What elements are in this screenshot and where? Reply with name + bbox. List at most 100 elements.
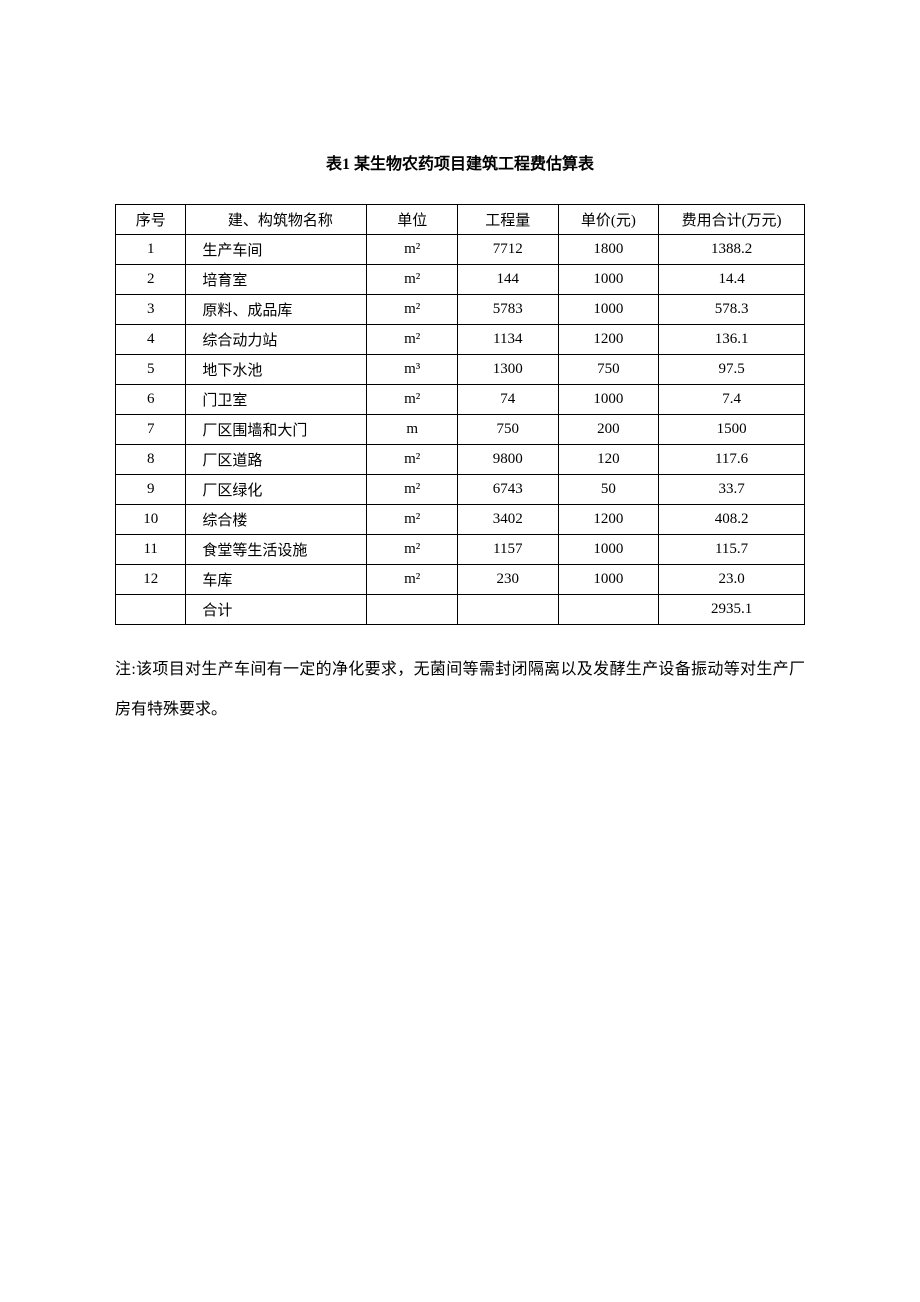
- table-title: 表1 某生物农药项目建筑工程费估算表: [115, 150, 805, 174]
- cell-qty: 3402: [457, 505, 558, 535]
- cell-total: 1500: [659, 415, 805, 445]
- cell-unit: [367, 595, 458, 625]
- cell-name: 车库: [186, 565, 367, 595]
- cell-name: 食堂等生活设施: [186, 535, 367, 565]
- cell-qty: 7712: [457, 235, 558, 265]
- table-row: 10 综合楼 m² 3402 1200 408.2: [116, 505, 805, 535]
- cell-name: 原料、成品库: [186, 295, 367, 325]
- cell-name: 综合楼: [186, 505, 367, 535]
- table-header-row: 序号 建、构筑物名称 单位 工程量 单价(元) 费用合计(万元): [116, 205, 805, 235]
- cell-total: 117.6: [659, 445, 805, 475]
- cell-total: 14.4: [659, 265, 805, 295]
- cell-seq: 9: [116, 475, 186, 505]
- cell-total: 136.1: [659, 325, 805, 355]
- cell-seq: 1: [116, 235, 186, 265]
- cell-price: 1000: [558, 265, 659, 295]
- cell-name: 生产车间: [186, 235, 367, 265]
- cell-unit: m²: [367, 385, 458, 415]
- cell-seq: 10: [116, 505, 186, 535]
- cell-name: 厂区围墙和大门: [186, 415, 367, 445]
- cell-seq: 7: [116, 415, 186, 445]
- table-row: 12 车库 m² 230 1000 23.0: [116, 565, 805, 595]
- table-row: 3 原料、成品库 m² 5783 1000 578.3: [116, 295, 805, 325]
- cell-total: 408.2: [659, 505, 805, 535]
- cell-qty: 74: [457, 385, 558, 415]
- cell-name: 地下水池: [186, 355, 367, 385]
- cell-price: 750: [558, 355, 659, 385]
- header-seq: 序号: [116, 205, 186, 235]
- cell-price: 1000: [558, 385, 659, 415]
- cell-name: 综合动力站: [186, 325, 367, 355]
- cell-price: 1800: [558, 235, 659, 265]
- header-qty: 工程量: [457, 205, 558, 235]
- cell-price: 1200: [558, 325, 659, 355]
- cell-price: 200: [558, 415, 659, 445]
- cell-seq: 2: [116, 265, 186, 295]
- cell-qty: 1300: [457, 355, 558, 385]
- cell-total: 97.5: [659, 355, 805, 385]
- table-row: 9 厂区绿化 m² 6743 50 33.7: [116, 475, 805, 505]
- cell-qty: 144: [457, 265, 558, 295]
- table-row: 2 培育室 m² 144 1000 14.4: [116, 265, 805, 295]
- table-row: 5 地下水池 m³ 1300 750 97.5: [116, 355, 805, 385]
- cost-estimate-table: 序号 建、构筑物名称 单位 工程量 单价(元) 费用合计(万元) 1 生产车间 …: [115, 204, 805, 625]
- header-unit: 单位: [367, 205, 458, 235]
- cell-price: 1000: [558, 295, 659, 325]
- cell-seq: 11: [116, 535, 186, 565]
- cell-total: 23.0: [659, 565, 805, 595]
- cell-unit: m²: [367, 325, 458, 355]
- cell-qty: 750: [457, 415, 558, 445]
- table-note: 注:该项目对生产车间有一定的净化要求，无菌间等需封闭隔离以及发酵生产设备振动等对…: [115, 650, 805, 730]
- cell-name: 厂区绿化: [186, 475, 367, 505]
- cell-qty: 6743: [457, 475, 558, 505]
- header-name: 建、构筑物名称: [186, 205, 367, 235]
- cell-price: [558, 595, 659, 625]
- table-row: 4 综合动力站 m² 1134 1200 136.1: [116, 325, 805, 355]
- cell-unit: m²: [367, 565, 458, 595]
- cell-seq: 8: [116, 445, 186, 475]
- cell-price: 1000: [558, 565, 659, 595]
- cell-seq: 3: [116, 295, 186, 325]
- cell-price: 1000: [558, 535, 659, 565]
- table-row: 7 厂区围墙和大门 m 750 200 1500: [116, 415, 805, 445]
- header-price: 单价(元): [558, 205, 659, 235]
- cell-qty: [457, 595, 558, 625]
- table-body: 1 生产车间 m² 7712 1800 1388.2 2 培育室 m² 144 …: [116, 235, 805, 625]
- cell-unit: m²: [367, 235, 458, 265]
- cell-qty: 230: [457, 565, 558, 595]
- table-footer-row: 合计 2935.1: [116, 595, 805, 625]
- cell-seq: 4: [116, 325, 186, 355]
- cell-unit: m²: [367, 265, 458, 295]
- cell-price: 120: [558, 445, 659, 475]
- cell-qty: 1134: [457, 325, 558, 355]
- cell-seq: 12: [116, 565, 186, 595]
- cell-unit: m²: [367, 295, 458, 325]
- cell-unit: m²: [367, 445, 458, 475]
- cell-name: 厂区道路: [186, 445, 367, 475]
- cell-unit: m³: [367, 355, 458, 385]
- cell-total: 33.7: [659, 475, 805, 505]
- cell-unit: m²: [367, 505, 458, 535]
- cell-name: 培育室: [186, 265, 367, 295]
- cell-name: 合计: [186, 595, 367, 625]
- cell-unit: m²: [367, 475, 458, 505]
- cell-seq: [116, 595, 186, 625]
- cell-total: 578.3: [659, 295, 805, 325]
- table-row: 1 生产车间 m² 7712 1800 1388.2: [116, 235, 805, 265]
- cell-price: 1200: [558, 505, 659, 535]
- table-row: 11 食堂等生活设施 m² 1157 1000 115.7: [116, 535, 805, 565]
- cell-qty: 5783: [457, 295, 558, 325]
- cell-price: 50: [558, 475, 659, 505]
- cell-total: 1388.2: [659, 235, 805, 265]
- cell-unit: m: [367, 415, 458, 445]
- header-total: 费用合计(万元): [659, 205, 805, 235]
- cell-name: 门卫室: [186, 385, 367, 415]
- cell-qty: 1157: [457, 535, 558, 565]
- cell-total: 7.4: [659, 385, 805, 415]
- cell-total: 115.7: [659, 535, 805, 565]
- cell-seq: 5: [116, 355, 186, 385]
- cell-total: 2935.1: [659, 595, 805, 625]
- table-row: 6 门卫室 m² 74 1000 7.4: [116, 385, 805, 415]
- cell-qty: 9800: [457, 445, 558, 475]
- table-row: 8 厂区道路 m² 9800 120 117.6: [116, 445, 805, 475]
